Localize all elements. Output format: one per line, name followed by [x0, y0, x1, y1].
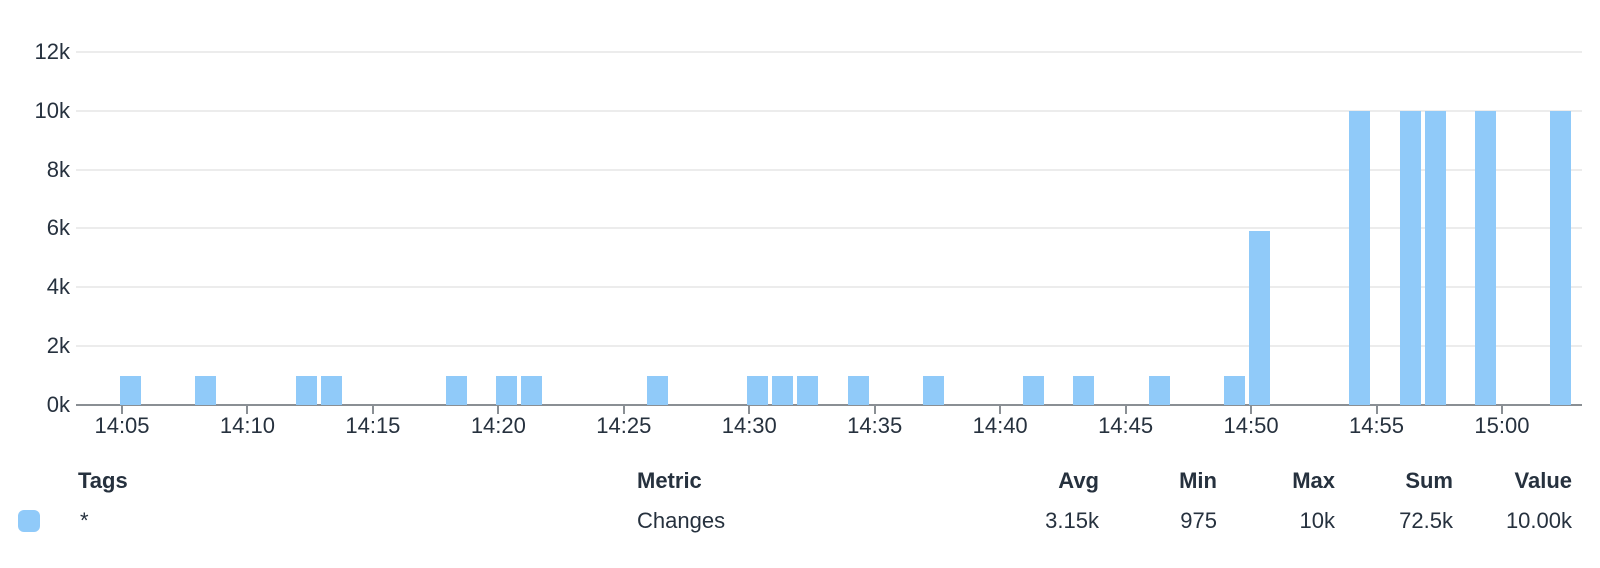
y-gridline — [76, 286, 1582, 289]
x-axis-tick-label: 14:15 — [345, 413, 401, 438]
x-axis-tick-label: 15:00 — [1474, 413, 1530, 438]
y-gridline — [76, 345, 1582, 348]
x-axis-tick-mark — [1250, 405, 1253, 414]
data-bar[interactable] — [295, 376, 317, 405]
legend-row-tags[interactable]: * — [80, 508, 89, 533]
x-axis-tick-label: 14:55 — [1348, 413, 1405, 438]
legend-row-min: 975 — [1180, 508, 1217, 533]
data-bar[interactable] — [195, 376, 217, 405]
data-bar[interactable] — [1399, 110, 1421, 405]
data-bar[interactable] — [1424, 110, 1446, 405]
data-bar[interactable] — [1023, 376, 1045, 405]
x-axis-tick-mark — [622, 405, 625, 414]
data-bar[interactable] — [1223, 376, 1245, 405]
legend-row-value: 10.00k — [1505, 508, 1572, 533]
x-axis-tick-label: 14:35 — [847, 413, 903, 438]
x-axis-tick-label: 14:50 — [1223, 413, 1279, 438]
x-axis-tick-mark — [1124, 405, 1127, 414]
data-bar[interactable] — [747, 376, 769, 405]
legend-row-metric[interactable]: Changes — [637, 508, 726, 533]
data-bar[interactable] — [1148, 376, 1170, 405]
legend-row-max: 10k — [1299, 508, 1335, 533]
y-axis-tick-label: 12k — [34, 38, 70, 64]
x-axis-tick-label: 14:25 — [596, 413, 652, 438]
y-axis-tick-label: 6k — [46, 215, 70, 241]
x-axis-tick-mark — [1500, 405, 1503, 414]
legend-header-avg: Avg — [1058, 468, 1099, 493]
x-axis-tick-mark — [999, 405, 1002, 414]
y-gridline — [76, 227, 1582, 230]
y-axis-tick-label: 0k — [46, 392, 70, 417]
y-gridline — [76, 109, 1582, 112]
legend-row-sum: 72.5k — [1399, 508, 1453, 533]
data-bar[interactable] — [120, 376, 141, 405]
x-axis-tick-label: 14:20 — [470, 413, 526, 438]
data-bar[interactable] — [1073, 376, 1095, 405]
legend-header-sum: Sum — [1405, 468, 1453, 493]
x-axis-tick-label: 14:45 — [1098, 413, 1154, 438]
data-bar[interactable] — [1550, 110, 1572, 405]
data-bar[interactable] — [1249, 230, 1271, 405]
data-bar[interactable] — [772, 376, 794, 405]
legend-row-avg: 3.15k — [1045, 508, 1099, 533]
data-bar[interactable] — [797, 376, 819, 405]
data-bar[interactable] — [646, 376, 668, 405]
x-axis-tick-mark — [371, 405, 374, 414]
data-bar[interactable] — [521, 376, 543, 405]
legend-header-min: Min — [1179, 468, 1217, 493]
y-axis-tick-label: 8k — [46, 156, 70, 182]
x-axis-tick-mark — [121, 405, 123, 414]
x-axis-tick-mark — [873, 405, 876, 414]
x-axis-tick-label: 14:05 — [94, 413, 150, 438]
y-axis-tick-label: 2k — [46, 333, 70, 359]
x-axis-tick-label: 14:10 — [219, 413, 275, 438]
x-axis-tick-label: 14:30 — [721, 413, 777, 438]
y-axis-tick-label: 4k — [46, 274, 70, 300]
legend-header-metric: Metric — [637, 468, 702, 493]
x-axis-tick-mark — [748, 405, 751, 414]
x-axis-line — [76, 404, 1582, 406]
x-axis-tick-mark — [1375, 405, 1378, 414]
data-bar[interactable] — [922, 376, 944, 405]
y-gridline — [76, 168, 1582, 171]
data-bar[interactable] — [847, 376, 869, 405]
data-bar[interactable] — [446, 376, 468, 405]
data-bar[interactable] — [1349, 110, 1371, 405]
x-axis-tick-label: 14:40 — [972, 413, 1028, 438]
data-bar[interactable] — [496, 376, 518, 405]
legend-header-tags: Tags — [78, 468, 128, 493]
legend-table: Tags Metric Avg Min Max Sum Value * Chan… — [0, 440, 1600, 568]
bar-chart-plot-area: 12k 10k 8k 6k 4k 2k 0k 14:05 14:10 14:15 14:20 14:2… — [34, 38, 1582, 438]
x-axis-tick-mark — [497, 405, 500, 414]
x-axis-tick-mark — [246, 405, 249, 414]
y-gridline — [76, 50, 1582, 53]
data-bar[interactable] — [1474, 110, 1496, 405]
series-color-swatch[interactable] — [18, 510, 40, 532]
legend-header-value: Value — [1514, 468, 1572, 493]
legend-header-max: Max — [1292, 468, 1335, 493]
data-bar[interactable] — [320, 376, 342, 405]
y-axis-tick-label: 10k — [34, 97, 70, 123]
